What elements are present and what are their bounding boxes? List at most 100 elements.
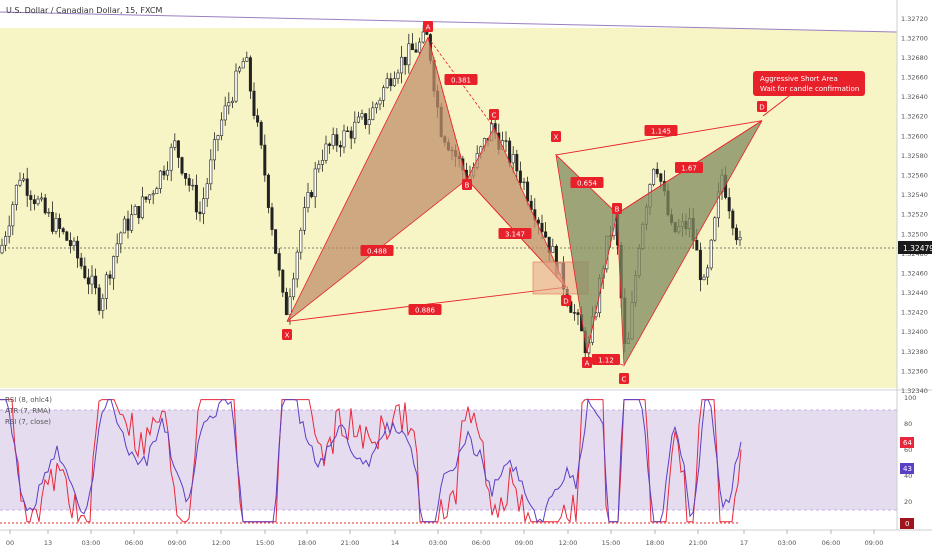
price-tick-label: 1.32660 <box>901 74 928 82</box>
time-tick-label: 09:00 <box>168 539 187 547</box>
candle-body <box>252 90 256 116</box>
pattern-ratio-badge[interactable] <box>570 177 604 188</box>
candle-body <box>144 196 148 200</box>
osc-badge-rsi2 <box>900 463 914 474</box>
pattern-ratio-badge[interactable] <box>592 354 620 365</box>
pattern-point-marker[interactable] <box>489 109 499 120</box>
candle-body <box>115 243 119 257</box>
trend-line[interactable] <box>0 11 898 33</box>
candle-body <box>18 179 22 186</box>
candle-body <box>346 130 350 132</box>
time-tick-label: 17 <box>740 539 748 547</box>
callout-line-1: Aggressive Short Area <box>760 75 838 83</box>
candle-body <box>382 87 386 101</box>
pattern-point-marker[interactable] <box>757 101 767 112</box>
candle-body <box>112 256 116 279</box>
candle-body <box>292 278 296 298</box>
candle-body <box>407 43 411 66</box>
pattern-point-label: A <box>585 360 590 368</box>
candle-body <box>367 119 371 126</box>
pattern-point-marker[interactable] <box>612 203 622 214</box>
pattern-ratio-badge[interactable] <box>444 74 478 85</box>
candle-body <box>551 246 555 253</box>
candle-body <box>338 145 342 148</box>
candle-body <box>241 61 245 69</box>
price-tick-label: 1.32420 <box>901 309 928 317</box>
candle-body <box>652 168 656 185</box>
candle-body <box>47 211 51 214</box>
oscillator-lines <box>0 397 742 524</box>
harmonic-patterns[interactable]: X A B C D 0.381 0.488 3.147 0.886 X A B C D 0.654 1.12 1… <box>282 21 767 384</box>
candle-body <box>14 184 18 205</box>
candle-body <box>25 178 29 196</box>
candle-body <box>187 178 191 186</box>
candle-body <box>360 113 364 118</box>
pattern-point-marker[interactable] <box>462 179 472 190</box>
candle-body <box>414 49 418 53</box>
pattern-ratio-badge[interactable] <box>360 245 394 256</box>
price-tick-label: 1.32360 <box>901 367 928 375</box>
candle-body <box>331 134 335 146</box>
legend-atr[interactable]: ATR (7, RMA) <box>5 407 51 415</box>
candle-body <box>40 197 44 200</box>
pattern-ratio-label: 3.147 <box>505 231 525 239</box>
pattern-leg-xd <box>555 120 763 156</box>
price-tick-label: 1.32340 <box>901 387 928 395</box>
candle-body <box>281 269 285 293</box>
osc-tick-label: 80 <box>904 420 912 428</box>
pattern-ratio-badge[interactable] <box>675 162 703 173</box>
time-tick-label: 03:00 <box>82 539 101 547</box>
callout-box[interactable] <box>753 71 865 96</box>
time-axis[interactable]: 00 13 03:00 06:00 09:00 12:00 15:00 18:00 21:00 1… <box>6 530 884 547</box>
candle-body <box>731 210 735 229</box>
candle-body <box>86 277 90 285</box>
oscillator-axis[interactable]: 100 80 60 40 20 <box>904 394 916 506</box>
candle-body <box>43 197 47 214</box>
osc-badge-rsi2-value: 43 <box>903 465 912 473</box>
pattern-point-label: D <box>563 298 568 306</box>
candle-body <box>284 291 288 316</box>
time-tick-label: 15:00 <box>602 539 621 547</box>
legend-rsi-close[interactable]: RSI (7, close) <box>5 418 51 426</box>
candle-body <box>238 67 242 72</box>
candle-body <box>220 119 224 136</box>
time-tick-label: 06:00 <box>472 539 491 547</box>
pattern-point-marker[interactable] <box>282 329 292 340</box>
pattern-point-label: C <box>492 112 497 120</box>
candle-body <box>540 222 544 233</box>
time-tick-label: 12:00 <box>559 539 578 547</box>
time-tick-label: 06:00 <box>125 539 144 547</box>
pattern-point-marker[interactable] <box>582 357 592 368</box>
pattern-ratio-badge[interactable] <box>644 125 678 136</box>
candle-body <box>392 78 396 87</box>
candle-body <box>180 157 184 174</box>
candle-body <box>522 181 526 184</box>
price-tick-label: 1.32720 <box>901 15 928 23</box>
legend-rsi-ohlc4[interactable]: RSI (8, ohlc4) <box>5 396 52 404</box>
candle-body <box>335 134 339 146</box>
price-tick-label: 1.32600 <box>901 132 928 140</box>
candle-body <box>104 274 108 299</box>
candle-body <box>248 57 252 92</box>
candle-body <box>50 211 54 232</box>
pattern-ratio-badge[interactable] <box>408 304 442 315</box>
osc-badge-atr <box>900 518 914 529</box>
pattern-point-marker[interactable] <box>551 131 561 142</box>
pattern-point-label: D <box>759 104 764 112</box>
candle-body <box>734 227 738 241</box>
pattern-ratio-badge[interactable] <box>498 228 532 239</box>
candle-body <box>353 121 357 139</box>
osc-badge-rsi-value: 64 <box>903 439 912 447</box>
candle-body <box>130 214 134 231</box>
candle-body <box>263 144 267 176</box>
pattern-point-marker[interactable] <box>619 373 629 384</box>
pattern-point-marker[interactable] <box>423 21 433 32</box>
candle-body <box>511 154 515 164</box>
pattern-point-marker[interactable] <box>561 295 571 306</box>
candle-body <box>148 194 152 200</box>
candle-body <box>536 219 540 224</box>
current-price-badge <box>898 241 932 254</box>
candle-body <box>216 135 220 140</box>
